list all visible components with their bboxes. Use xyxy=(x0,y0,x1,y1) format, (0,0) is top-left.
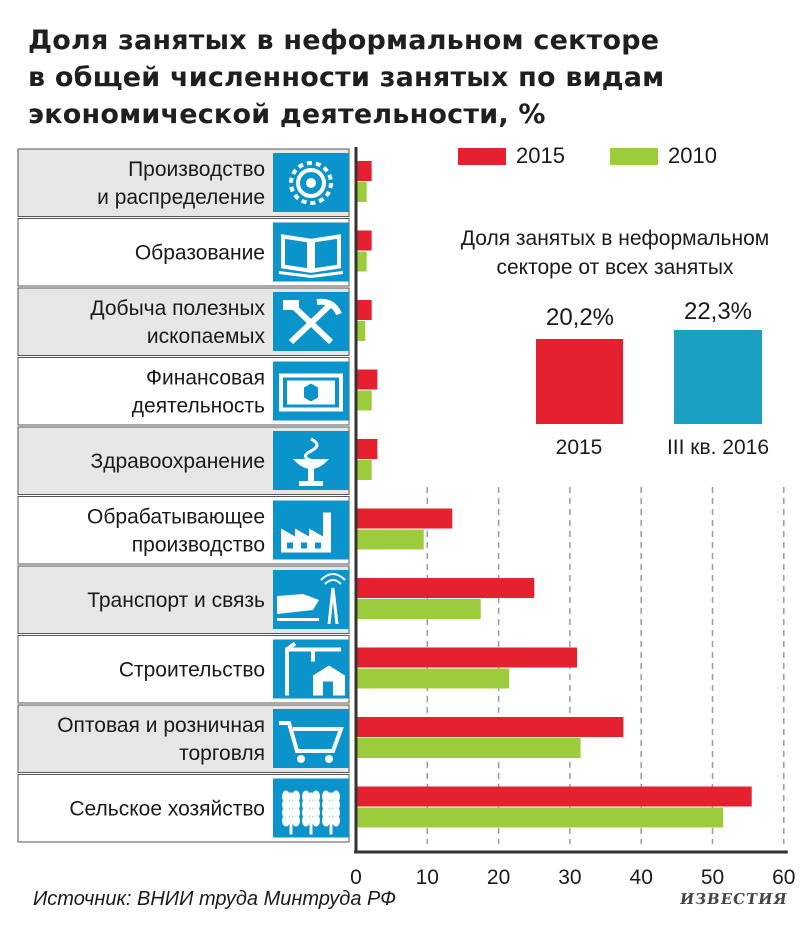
category-label: торговля xyxy=(179,742,265,765)
book-icon xyxy=(273,222,349,282)
bar-2015 xyxy=(356,439,378,459)
factory-icon xyxy=(273,500,349,560)
izvestia-logo: ИЗВЕСТИЯ xyxy=(679,890,790,908)
x-tick-label: 50 xyxy=(701,866,724,889)
legend-label-2015: 2015 xyxy=(516,143,565,168)
train-icon xyxy=(273,570,349,629)
pickaxe-icon xyxy=(273,292,349,351)
legend-swatch-2010 xyxy=(610,147,658,165)
x-tick-label: 10 xyxy=(416,866,439,889)
x-tick-label: 0 xyxy=(350,866,362,889)
inset-bar-2015 xyxy=(536,339,623,424)
category-label: и распределение xyxy=(97,186,265,209)
title-line-1: Доля занятых в неформальном секторе xyxy=(28,25,660,56)
bar-2010 xyxy=(356,599,481,619)
bar-2015 xyxy=(356,647,578,668)
bar-2010 xyxy=(356,390,372,411)
inset-title: Доля занятых в неформальном секторе от в… xyxy=(425,224,800,282)
bar-2015 xyxy=(356,508,453,529)
bar-2015 xyxy=(356,786,752,807)
wheat-icon xyxy=(273,778,349,838)
bar-2010 xyxy=(356,182,367,202)
category-label: производство xyxy=(132,533,265,556)
category-label: Сельское хозяйство xyxy=(69,797,265,820)
category-label: Здравоохранение xyxy=(91,450,265,473)
legend-item-2010: 2010 xyxy=(610,143,717,169)
x-tick-label: 40 xyxy=(630,866,653,889)
legend-swatch-2015 xyxy=(458,147,506,165)
gear-icon xyxy=(273,153,349,212)
category-label: Обрабатывающее xyxy=(87,505,265,528)
inset-label-2016: III кв. 2016 xyxy=(666,436,770,459)
category-label: Строительство xyxy=(119,658,265,681)
category-label: деятельность xyxy=(132,394,265,417)
bar-2015 xyxy=(356,300,372,320)
source-note: Источник: ВНИИ труда Минтруда РФ xyxy=(33,888,397,910)
inset-value-2015: 20,2% xyxy=(545,304,615,331)
bar-2010 xyxy=(356,460,372,480)
inset-title-line-1: Доля занятых в неформальном xyxy=(460,227,770,250)
category-label: ископаемых xyxy=(147,325,266,348)
bar-2010 xyxy=(356,321,366,341)
inset-label-2015: 2015 xyxy=(555,436,603,459)
bar-2010 xyxy=(356,807,724,828)
bar-2010 xyxy=(356,668,510,689)
bar-2015 xyxy=(356,717,624,737)
bar-2010 xyxy=(356,251,367,272)
chart-title: Доля занятых в неформальном секторе в об… xyxy=(28,22,788,133)
bar-2015 xyxy=(356,161,372,181)
category-label: Оптовая и розничная xyxy=(57,714,265,737)
x-tick-label: 20 xyxy=(487,866,510,889)
title-line-3: экономической деятельности, % xyxy=(28,99,546,130)
bar-2010 xyxy=(356,529,424,550)
category-label: Образование xyxy=(135,241,265,264)
bar-2010 xyxy=(356,738,581,758)
legend-item-2015: 2015 xyxy=(458,143,565,169)
bar-2015 xyxy=(356,578,535,598)
bar-2015 xyxy=(356,369,378,390)
x-tick-label: 60 xyxy=(772,866,795,889)
title-line-2: в общей численности занятых по видам xyxy=(28,62,665,93)
medicine-icon xyxy=(273,431,349,490)
x-tick-label: 30 xyxy=(558,866,581,889)
category-label: Добыча полезных xyxy=(90,297,265,320)
category-label: Финансовая xyxy=(146,366,265,389)
bar-2015 xyxy=(356,230,372,251)
category-label: Транспорт и связь xyxy=(87,589,265,612)
inset-bar-2016 xyxy=(674,330,762,424)
inset-value-2016: 22,3% xyxy=(683,298,753,325)
money-icon xyxy=(273,361,349,421)
crane-icon xyxy=(273,639,349,699)
cart-icon xyxy=(273,709,349,768)
category-label: Производство xyxy=(128,158,265,181)
legend-label-2010: 2010 xyxy=(668,143,717,168)
inset-title-line-2: секторе от всех занятых xyxy=(496,256,734,279)
